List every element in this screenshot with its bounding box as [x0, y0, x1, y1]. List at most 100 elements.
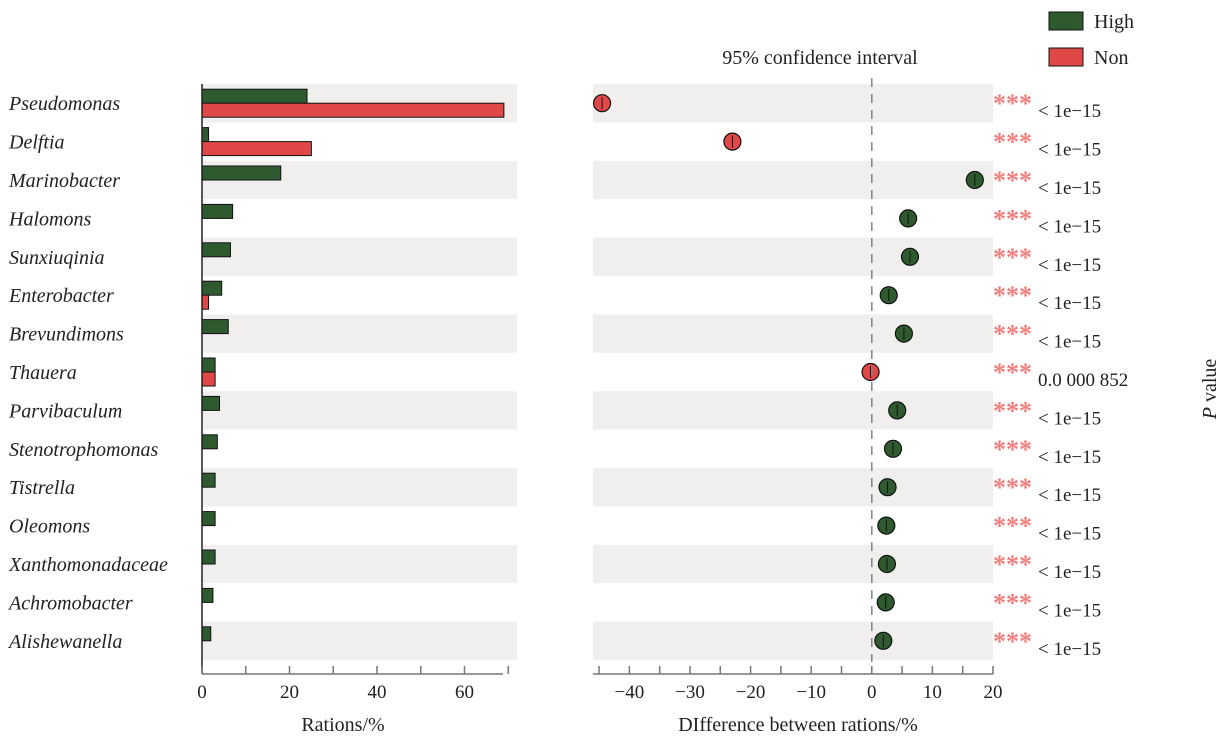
- row-stripe-right: [593, 621, 993, 660]
- pvalue-text: < 1e−15: [1038, 255, 1101, 276]
- row-stripe-right: [593, 314, 993, 353]
- ratio-tick-label: 60: [455, 682, 474, 703]
- significance-stars: ***: [993, 435, 1032, 464]
- category-label: Stenotrophomonas: [9, 439, 158, 461]
- row-stripe-right: [593, 544, 993, 584]
- row-stripe-left: [202, 621, 517, 660]
- significance-stars: ***: [993, 512, 1032, 541]
- category-label: Enterobacter: [8, 285, 114, 307]
- bar-high: [201, 472, 216, 488]
- row-stripe-right: [593, 391, 993, 430]
- significance-stars: ***: [993, 550, 1032, 579]
- difference-tick-label: 20: [984, 682, 1003, 703]
- significance-stars: ***: [993, 358, 1032, 387]
- bar-non: [201, 294, 210, 310]
- row-stripes: [202, 84, 993, 660]
- significance-stars: ***: [993, 588, 1032, 617]
- bar-high: [201, 165, 282, 181]
- bar-high: [201, 242, 231, 258]
- row-stripe-left: [202, 391, 517, 430]
- row-stripe-left: [202, 314, 517, 353]
- pvalue-text: 0.0 000 852: [1038, 370, 1128, 391]
- bar-high: [201, 626, 212, 642]
- pvalue-text: < 1e−15: [1038, 140, 1101, 161]
- category-label: Brevundimons: [9, 324, 124, 346]
- bar-high: [201, 357, 216, 373]
- row-stripe-right: [593, 84, 993, 123]
- category-label: Xanthomonadaceae: [8, 554, 168, 576]
- row-stripe-left: [202, 544, 517, 584]
- legend-label-non: Non: [1094, 47, 1128, 69]
- pvalue-column: *** < 1e−15 *** < 1e−15 *** < 1e−15 *** < 1e−15…: [993, 89, 1128, 660]
- pvalue-text: < 1e−15: [1038, 293, 1101, 314]
- bar-high: [201, 434, 218, 450]
- difference-axis-label: DIfference between rations/%: [678, 714, 918, 736]
- pvalue-label-p: P: [1199, 407, 1221, 420]
- difference-tick-label: −10: [796, 682, 826, 703]
- significance-stars: ***: [993, 396, 1032, 425]
- pvalue-label-rest: value: [1199, 359, 1221, 407]
- row-stripe-right: [593, 160, 993, 200]
- ci-title: 95% confidence interval: [722, 47, 918, 69]
- row-stripe-left: [202, 468, 517, 507]
- significance-stars: ***: [993, 281, 1032, 310]
- difference-tick-label: 10: [923, 682, 942, 703]
- ratio-axis-label: Rations/%: [301, 714, 384, 736]
- significance-stars: ***: [993, 627, 1032, 656]
- bar-high: [201, 587, 214, 603]
- pvalue-text: < 1e−15: [1038, 332, 1101, 353]
- category-label: Halomons: [8, 208, 91, 230]
- difference-tick-label: −20: [736, 682, 766, 703]
- difference-tick-label: 0: [867, 682, 877, 703]
- legend-label-high: High: [1094, 11, 1134, 33]
- category-label: Sunxiuqinia: [9, 247, 105, 269]
- significance-stars: ***: [993, 166, 1032, 195]
- pvalue-axis-label: P value: [1199, 359, 1221, 421]
- pvalue-text: < 1e−15: [1038, 178, 1101, 199]
- category-label: Tistrella: [9, 477, 75, 499]
- bar-high: [201, 127, 210, 143]
- row-stripe-right: [593, 468, 993, 507]
- row-stripe-left: [202, 237, 517, 276]
- bar-high: [201, 511, 216, 527]
- significance-stars: ***: [993, 473, 1032, 502]
- bar-high: [201, 395, 220, 411]
- pvalue-text: < 1e−15: [1038, 524, 1101, 545]
- category-label: Oleomons: [9, 516, 90, 538]
- pvalue-text: < 1e−15: [1038, 562, 1101, 583]
- bar-high: [201, 280, 223, 296]
- bar-non: [201, 102, 505, 118]
- category-label: Parvibaculum: [8, 400, 122, 422]
- difference-tick-label: −40: [615, 682, 645, 703]
- ratio-bars: [201, 88, 505, 642]
- pvalue-text: < 1e−15: [1038, 447, 1101, 468]
- bar-high: [201, 319, 229, 335]
- ratio-tick-label: 40: [368, 682, 387, 703]
- pvalue-text: < 1e−15: [1038, 600, 1101, 621]
- category-label: Delftia: [8, 132, 65, 154]
- pvalue-text: < 1e−15: [1038, 216, 1101, 237]
- category-labels: Pseudomonas Delftia Marinobacter Halomons Su…: [7, 93, 168, 653]
- difference-panel: [592, 78, 984, 662]
- axes: 0 20 40 60 −40 −30 −20 −10 0 10 20: [197, 84, 1003, 703]
- row-stripe-right: [593, 237, 993, 276]
- category-label: Marinobacter: [8, 170, 120, 192]
- category-label: Thauera: [9, 362, 77, 384]
- category-label: Pseudomonas: [8, 93, 120, 115]
- ratio-tick-label: 0: [197, 682, 207, 703]
- legend-swatch-non: [1048, 47, 1084, 67]
- bar-non: [201, 371, 216, 387]
- category-label: Achromobacter: [7, 592, 133, 614]
- pvalue-text: < 1e−15: [1038, 408, 1101, 429]
- pvalue-text: < 1e−15: [1038, 101, 1101, 122]
- category-label: Alishewanella: [7, 631, 122, 653]
- ratio-tick-label: 20: [280, 682, 299, 703]
- legend-swatch-high: [1048, 11, 1084, 31]
- significance-stars: ***: [993, 89, 1032, 118]
- bar-high: [201, 88, 308, 104]
- bar-high: [201, 203, 234, 219]
- significance-stars: ***: [993, 243, 1032, 272]
- significance-stars: ***: [993, 204, 1032, 233]
- pvalue-text: < 1e−15: [1038, 639, 1101, 660]
